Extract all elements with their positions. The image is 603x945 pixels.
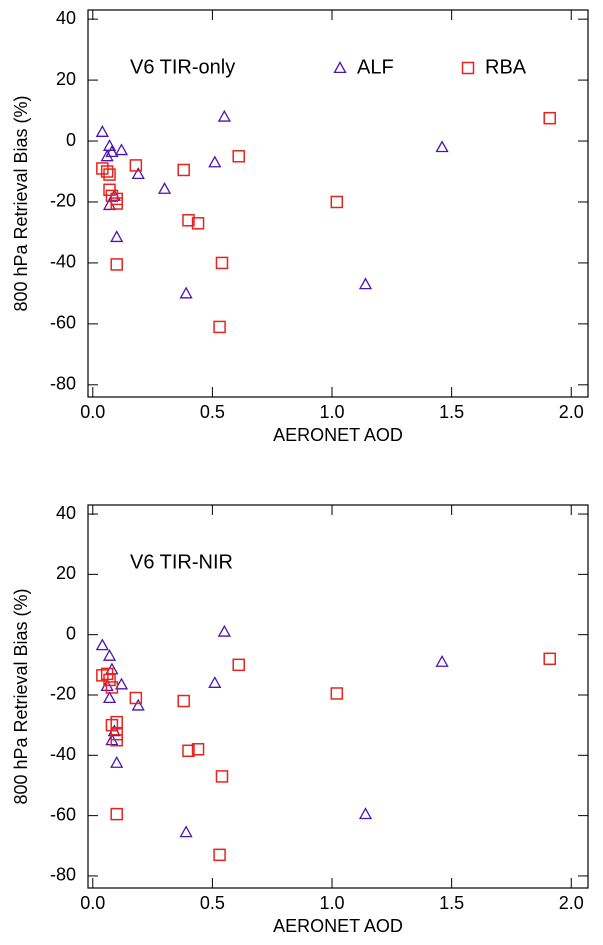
y-tick-label: 20 <box>56 563 76 583</box>
data-point <box>179 825 193 838</box>
data-point <box>131 167 145 179</box>
x-tick-label: 1.0 <box>320 893 345 913</box>
data-point <box>105 681 119 694</box>
plot-frame <box>87 504 589 889</box>
data-point <box>114 677 129 690</box>
legend-marker <box>461 61 475 75</box>
data-point <box>110 715 123 729</box>
data-point <box>110 230 124 243</box>
x-tick-label: 1.5 <box>439 893 464 913</box>
data-point <box>114 143 129 156</box>
legend-label: RBA <box>485 56 527 78</box>
data-point <box>358 277 373 290</box>
x-tick-label: 0.0 <box>80 893 105 913</box>
x-tick-label: 0.5 <box>200 402 225 422</box>
data-point <box>182 214 195 227</box>
data-point <box>179 286 193 299</box>
x-axis-label: AERONET AOD <box>273 916 403 936</box>
x-tick-label: 0.5 <box>200 893 225 913</box>
data-point <box>95 638 109 651</box>
data-point <box>102 691 117 704</box>
data-point <box>330 687 344 700</box>
x-tick-label: 1.0 <box>320 402 345 422</box>
legend-label: ALF <box>357 56 394 78</box>
data-point <box>191 217 205 230</box>
data-point <box>232 150 245 163</box>
plot-frame <box>87 9 589 398</box>
y-tick-label: -20 <box>50 684 76 704</box>
y-tick-label: 0 <box>66 623 76 643</box>
data-point <box>129 691 143 705</box>
data-point <box>157 182 172 194</box>
data-point <box>358 807 373 820</box>
data-point <box>208 155 222 168</box>
y-tick-label: 40 <box>56 503 76 523</box>
data-point <box>213 848 226 862</box>
data-point <box>110 258 123 271</box>
data-point <box>110 756 124 768</box>
data-point <box>217 109 231 122</box>
data-point <box>435 140 449 153</box>
y-tick-label: -40 <box>50 744 76 764</box>
annotation: V6 TIR-NIR <box>130 551 233 573</box>
data-point <box>129 159 143 172</box>
data-point <box>103 673 116 687</box>
y-tick-label: -40 <box>50 252 76 272</box>
x-tick-label: 0.0 <box>80 402 105 422</box>
data-point <box>213 320 226 334</box>
x-tick-label: 1.5 <box>439 402 464 422</box>
y-tick-label: 20 <box>56 69 76 89</box>
x-tick-label: 2.0 <box>559 402 584 422</box>
x-axis-label: AERONET AOD <box>273 425 403 445</box>
data-point <box>208 676 222 688</box>
data-point <box>110 197 123 210</box>
data-point <box>177 163 190 177</box>
y-axis-label: 800 hPa Retrieval Bias (%) <box>11 588 31 804</box>
annotation: V6 TIR-only <box>130 56 235 78</box>
data-point <box>232 658 245 672</box>
data-point <box>100 165 114 178</box>
data-point <box>543 111 556 125</box>
data-point <box>215 256 229 270</box>
data-point <box>110 807 123 821</box>
data-point <box>182 744 195 758</box>
data-point <box>100 149 114 162</box>
y-tick-label: 0 <box>66 130 76 150</box>
data-point <box>330 195 344 209</box>
y-tick-label: 40 <box>56 8 76 28</box>
data-point <box>103 168 116 181</box>
data-point <box>131 698 145 711</box>
data-point <box>102 648 117 661</box>
data-point <box>215 770 229 783</box>
y-tick-label: -20 <box>50 191 76 211</box>
y-tick-label: -60 <box>50 804 76 824</box>
legend-marker <box>333 61 347 74</box>
data-point <box>435 654 449 667</box>
data-point <box>191 743 205 756</box>
y-tick-label: -60 <box>50 313 76 333</box>
y-axis-label: 800 hPa Retrieval Bias (%) <box>11 95 31 311</box>
data-point <box>105 145 119 158</box>
y-tick-label: -80 <box>50 374 76 394</box>
data-point <box>95 125 109 137</box>
x-tick-label: 2.0 <box>559 893 584 913</box>
data-point <box>217 624 231 637</box>
y-tick-label: -80 <box>50 865 76 885</box>
data-point <box>110 733 123 747</box>
data-point <box>177 694 190 708</box>
data-point <box>543 652 556 666</box>
